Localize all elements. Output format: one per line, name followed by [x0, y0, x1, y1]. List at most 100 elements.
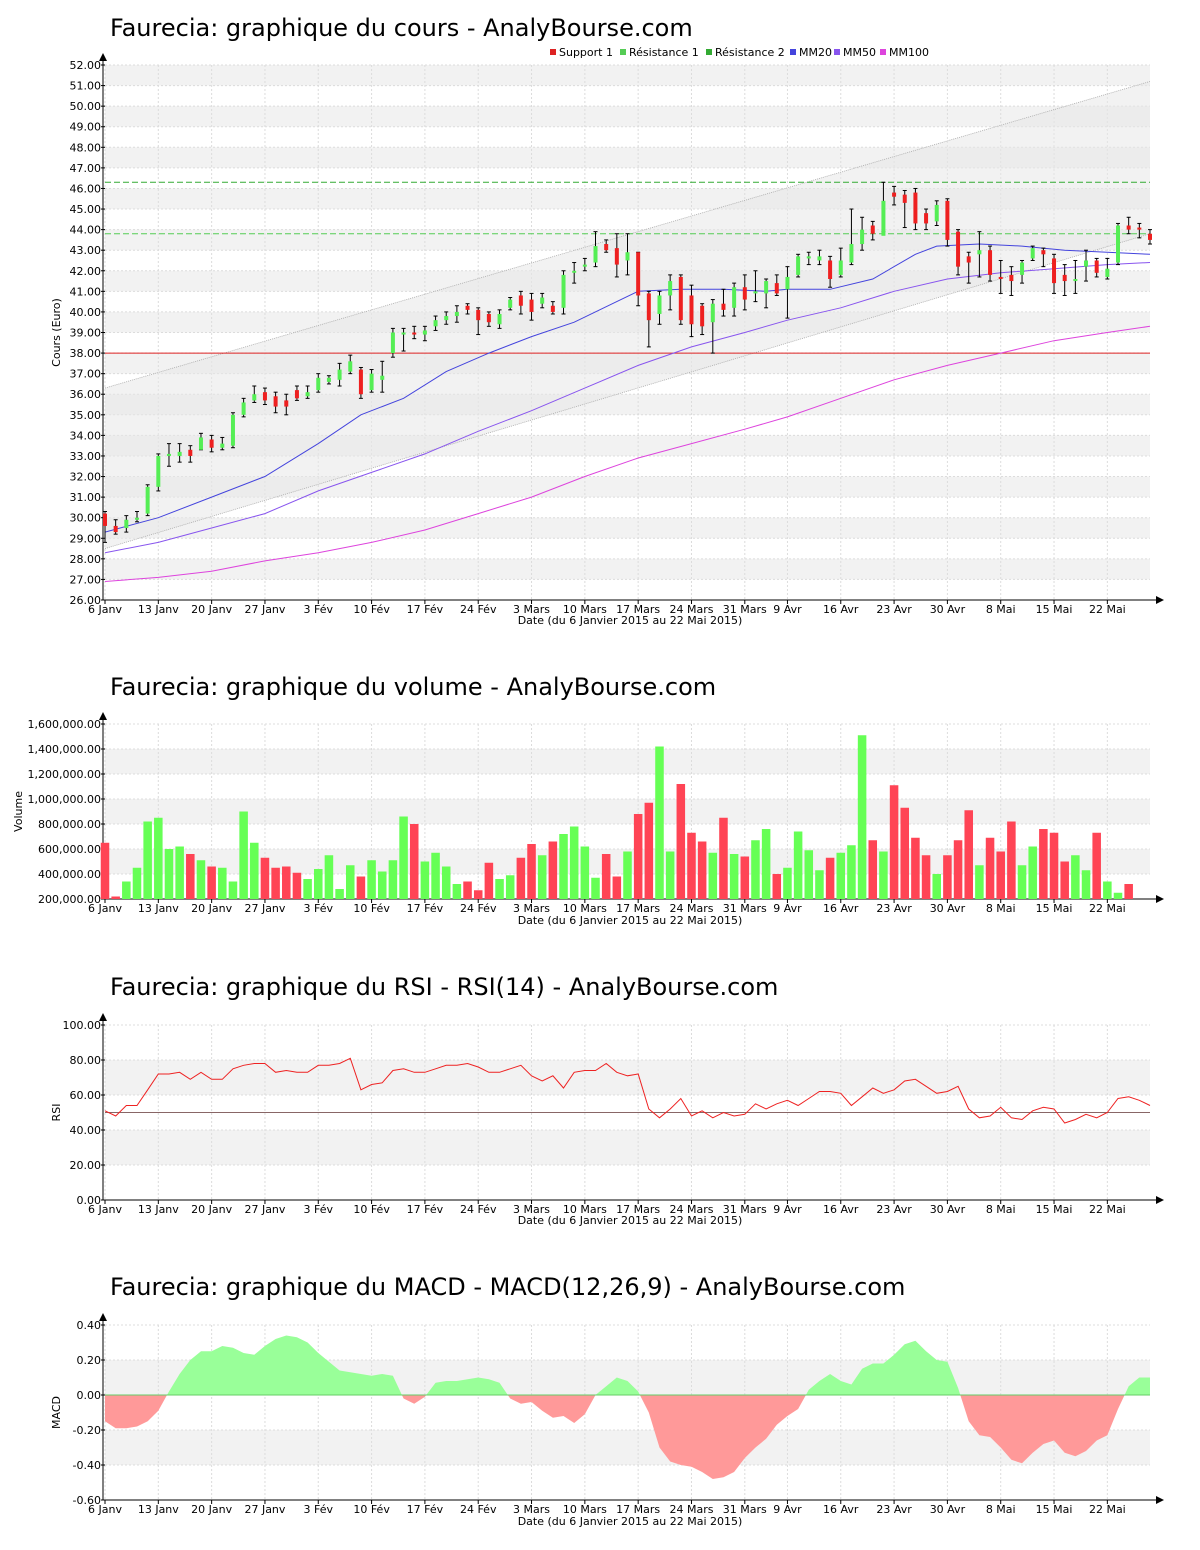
volume-x-tick-label: 3 Fév: [304, 902, 334, 915]
rsi-x-tick-label: 8 Mai: [986, 1203, 1016, 1216]
volume-bar: [218, 867, 227, 899]
candle-body: [945, 200, 950, 240]
rsi-y-tick-label: 0.00: [77, 1194, 102, 1207]
volume-bar: [868, 840, 878, 899]
price-band: [105, 65, 1150, 86]
volume-bar: [250, 842, 259, 899]
volume-bar: [975, 865, 984, 899]
rsi-chart: Faurecia: graphique du RSI - RSI(14) - A…: [50, 973, 1164, 1227]
volume-bar: [505, 875, 515, 899]
volume-bar: [154, 817, 163, 899]
volume-bar: [356, 876, 366, 899]
candle-body: [689, 295, 694, 325]
macd-positive-area: [805, 1340, 961, 1395]
candle-body: [220, 443, 225, 448]
price-band: [105, 517, 1150, 539]
price-y-tick-label: 51.00: [70, 80, 102, 93]
candle-body: [1020, 262, 1025, 275]
volume-bar: [633, 814, 643, 899]
macd-x-tick-label: 23 Avr: [876, 1503, 912, 1516]
candle-body: [806, 256, 811, 259]
volume-bar: [836, 852, 846, 899]
volume-bar: [889, 785, 899, 899]
price-y-tick-label: 42.00: [70, 265, 102, 278]
candle-body: [881, 200, 886, 236]
candle-body: [358, 369, 363, 395]
volume-bar: [484, 862, 494, 899]
candle-body: [988, 250, 993, 275]
macd-chart: Faurecia: graphique du MACD - MACD(12,26…: [50, 1273, 1164, 1528]
candle-body: [124, 519, 129, 528]
rsi-x-tick-label: 6 Janv: [88, 1203, 122, 1216]
volume-bar: [665, 851, 675, 899]
price-x-tick-label: 24 Fév: [460, 603, 497, 616]
volume-y-tick-label: 1,200,000.00: [28, 768, 101, 781]
candle-body: [1105, 268, 1110, 277]
rsi-y-tick-label: 80.00: [70, 1054, 102, 1067]
macd-x-tick-label: 20 Janv: [191, 1503, 232, 1516]
volume-bar: [196, 860, 206, 899]
macd-positive-area: [426, 1377, 508, 1395]
volume-x-tick-label: 16 Avr: [823, 902, 859, 915]
volume-bar: [516, 857, 526, 899]
volume-bar: [1124, 884, 1133, 899]
candle-body: [721, 303, 726, 310]
volume-bar: [367, 860, 376, 899]
price-x-axis-arrow: [1156, 596, 1164, 604]
candle-body: [1126, 225, 1131, 230]
candle-body: [1073, 279, 1078, 282]
candle-body: [508, 299, 513, 308]
volume-x-tick-label: 23 Avr: [876, 902, 912, 915]
price-y-tick-label: 46.00: [70, 182, 102, 195]
macd-x-tick-label: 22 Mai: [1089, 1503, 1126, 1516]
volume-x-tick-label: 31 Mars: [723, 902, 767, 915]
volume-bar: [239, 811, 248, 899]
candle-body: [177, 451, 182, 456]
volume-x-axis-label: Date (du 6 Janvier 2015 au 22 Mai 2015): [518, 914, 743, 927]
volume-bar: [804, 850, 814, 899]
volume-bar: [452, 884, 462, 899]
price-y-axis-arrow: [99, 53, 107, 61]
macd-x-tick-label: 24 Fév: [460, 1503, 497, 1516]
volume-bar: [559, 834, 568, 899]
volume-bar: [548, 841, 558, 899]
volume-bar: [719, 817, 728, 899]
volume-bar: [377, 871, 387, 899]
price-x-tick-label: 9 Avr: [773, 603, 802, 616]
candle-body: [422, 330, 427, 335]
legend-swatch: [620, 49, 626, 55]
volume-bar: [847, 845, 856, 899]
candle-body: [486, 313, 491, 323]
candle-body: [198, 437, 203, 450]
rsi-x-tick-label: 13 Janv: [138, 1203, 179, 1216]
rsi-band: [105, 1060, 1150, 1095]
candle-body: [305, 392, 310, 397]
rsi-x-tick-label: 10 Mars: [563, 1203, 607, 1216]
volume-chart: Faurecia: graphique du volume - AnalyBou…: [12, 673, 1164, 927]
price-y-tick-label: 48.00: [70, 141, 102, 154]
price-band: [105, 106, 1150, 127]
price-chart: Faurecia: graphique du cours - AnalyBour…: [50, 14, 1164, 627]
macd-x-tick-label: 3 Mars: [513, 1503, 550, 1516]
candle-body: [817, 256, 822, 261]
candle-body: [593, 246, 598, 263]
macd-x-tick-label: 16 Avr: [823, 1503, 859, 1516]
candle-body: [550, 305, 555, 312]
macd-positive-area: [595, 1377, 640, 1395]
volume-bar: [164, 849, 174, 899]
candle-body: [134, 517, 139, 520]
rsi-x-tick-label: 20 Janv: [191, 1203, 232, 1216]
macd-x-tick-label: 10 Mars: [563, 1503, 607, 1516]
volume-bar: [111, 896, 120, 899]
volume-band: [105, 799, 1150, 824]
volume-bar: [1092, 832, 1101, 899]
volume-x-tick-label: 17 Mars: [616, 902, 660, 915]
rsi-band: [105, 1130, 1150, 1165]
macd-x-tick-label: 15 Mai: [1036, 1503, 1073, 1516]
volume-bar: [985, 837, 995, 899]
volume-x-tick-label: 9 Avr: [773, 902, 802, 915]
rsi-x-tick-label: 9 Avr: [773, 1203, 802, 1216]
volume-x-tick-label: 30 Avr: [930, 902, 966, 915]
rsi-y-tick-label: 100.00: [63, 1019, 102, 1032]
